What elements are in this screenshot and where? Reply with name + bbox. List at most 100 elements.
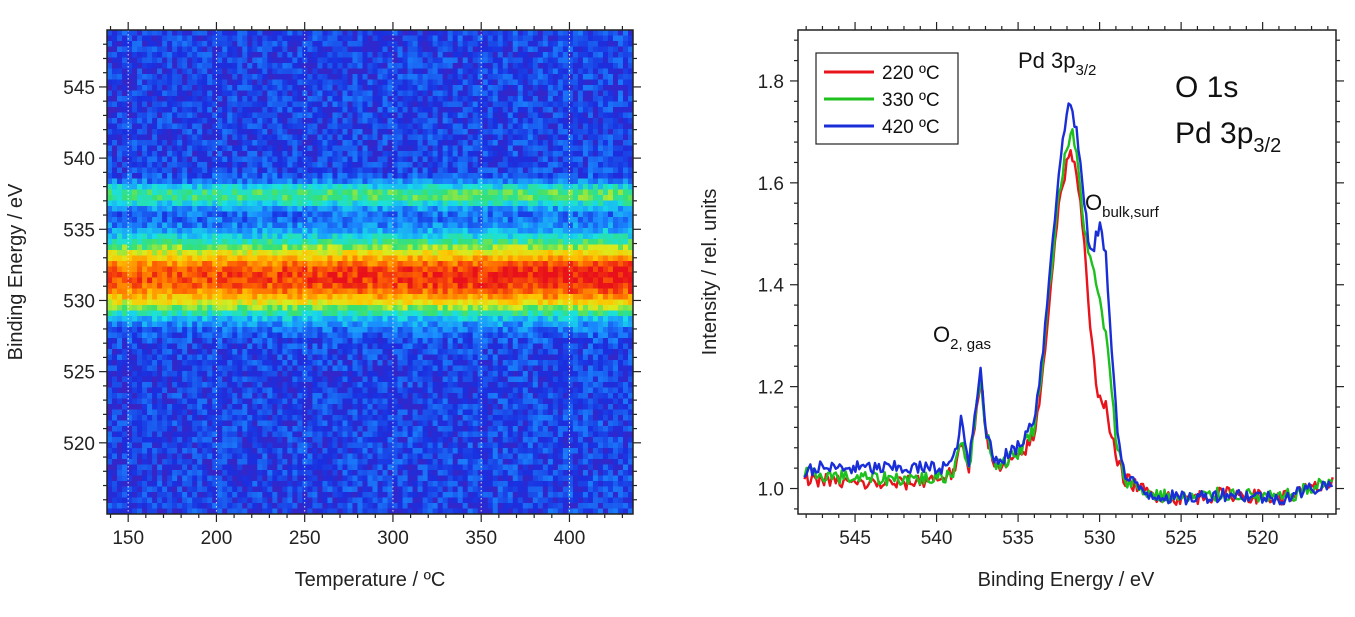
- heatmap-cell: [147, 239, 153, 246]
- heatmap-cell: [377, 167, 384, 174]
- heatmap-cell: [112, 129, 118, 136]
- heatmap-cell: [377, 239, 384, 246]
- heatmap-cell: [227, 85, 233, 92]
- heatmap-cell: [137, 129, 143, 136]
- heatmap-cell: [532, 85, 539, 92]
- heatmap-cell: [437, 250, 444, 257]
- heatmap-cell: [552, 277, 559, 284]
- heatmap-cell: [522, 217, 529, 224]
- heatmap-cell: [157, 30, 163, 37]
- heatmap-cell: [357, 85, 364, 92]
- heatmap-cell: [417, 79, 424, 86]
- heatmap-cell: [552, 41, 559, 48]
- heatmap-cell: [352, 200, 359, 207]
- heatmap-cell: [532, 228, 539, 235]
- heatmap-cell: [152, 222, 158, 229]
- heatmap-cell: [472, 178, 479, 185]
- heatmap-cell: [322, 134, 329, 141]
- heatmap-cell: [177, 52, 183, 59]
- heatmap-cell: [307, 211, 313, 218]
- heatmap-cell: [207, 250, 213, 257]
- heatmap-cell: [122, 239, 128, 246]
- heatmap-cell: [362, 195, 369, 202]
- heatmap-cell: [287, 96, 293, 103]
- heatmap-cell: [162, 52, 168, 59]
- heatmap-cell: [532, 200, 539, 207]
- heatmap-cell: [537, 162, 544, 169]
- heatmap-cell: [382, 134, 389, 141]
- heatmap-cell: [462, 178, 469, 185]
- heatmap-cell: [532, 167, 539, 174]
- heatmap-cell: [312, 107, 318, 114]
- heatmap-cell: [392, 57, 399, 64]
- heatmap-cell: [457, 184, 464, 191]
- heatmap-cell: [247, 184, 253, 191]
- heatmap-cell: [227, 261, 233, 268]
- heatmap-cell: [367, 112, 374, 119]
- heatmap-cell: [527, 173, 534, 180]
- heatmap-cell: [412, 217, 419, 224]
- heatmap-cell: [402, 250, 409, 257]
- heatmap-cell: [182, 184, 188, 191]
- heatmap-cell: [552, 63, 559, 70]
- heatmap-cell: [197, 184, 203, 191]
- heatmap-cell: [152, 57, 158, 64]
- heatmap-cell: [127, 123, 133, 130]
- heatmap-cell: [222, 261, 228, 268]
- heatmap-cell: [362, 129, 369, 136]
- heatmap-cell: [522, 233, 529, 240]
- heatmap-cell: [617, 272, 624, 279]
- heatmap-cell: [107, 123, 113, 130]
- heatmap-cell: [597, 35, 604, 42]
- heatmap-cell: [187, 85, 193, 92]
- heatmap-cell: [327, 156, 334, 163]
- heatmap-cell: [572, 162, 579, 169]
- heatmap-cell: [567, 272, 574, 279]
- heatmap-cell: [257, 118, 263, 125]
- heatmap-cell: [107, 129, 113, 136]
- heatmap-cell: [327, 222, 334, 229]
- heatmap-cell: [587, 195, 594, 202]
- heatmap-cell: [352, 123, 359, 130]
- heatmap-cell: [277, 52, 283, 59]
- heatmap-cell: [392, 85, 399, 92]
- heatmap-cell: [622, 134, 629, 141]
- heatmap-cell: [417, 228, 424, 235]
- heatmap-cell: [502, 255, 509, 262]
- heatmap-cell: [227, 140, 233, 147]
- heatmap-cell: [272, 156, 278, 163]
- heatmap-cell: [387, 52, 394, 59]
- heatmap-cell: [407, 63, 414, 70]
- heatmap-cell: [457, 79, 464, 86]
- heatmap-cell: [502, 211, 509, 218]
- heatmap-cell: [612, 140, 619, 147]
- heatmap-cell: [462, 90, 469, 97]
- heatmap-cell: [427, 118, 434, 125]
- heatmap-cell: [372, 195, 379, 202]
- heatmap-cell: [442, 79, 449, 86]
- heatmap-cell: [492, 266, 499, 273]
- heatmap-cell: [232, 52, 238, 59]
- heatmap-cell: [177, 140, 183, 147]
- heatmap-cell: [122, 35, 128, 42]
- heatmap-cell: [497, 255, 504, 262]
- heatmap-cell: [292, 266, 298, 273]
- heatmap-cell: [472, 167, 479, 174]
- heatmap-cell: [362, 189, 369, 196]
- heatmap-cell: [192, 167, 198, 174]
- heatmap-cell: [307, 57, 313, 64]
- heatmap-cell: [472, 255, 479, 262]
- heatmap-cell: [182, 85, 188, 92]
- heatmap-cell: [377, 250, 384, 257]
- heatmap-cell: [162, 239, 168, 246]
- heatmap-cell: [292, 96, 298, 103]
- heatmap-cell: [542, 272, 549, 279]
- heatmap-cell: [167, 46, 173, 53]
- heatmap-cell: [617, 184, 624, 191]
- heatmap-cell: [617, 90, 624, 97]
- heatmap-cell: [407, 140, 414, 147]
- heatmap-cell: [237, 156, 243, 163]
- heatmap-cell: [132, 244, 138, 251]
- heatmap-cell: [317, 272, 324, 279]
- heatmap-cell: [602, 41, 609, 48]
